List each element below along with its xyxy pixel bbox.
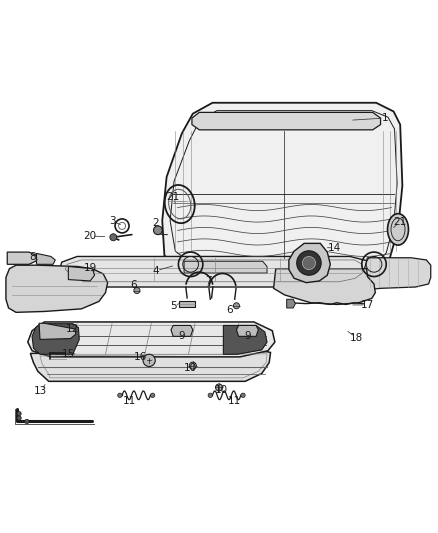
Text: 9: 9 xyxy=(244,332,251,341)
Polygon shape xyxy=(184,261,267,273)
Polygon shape xyxy=(274,269,375,304)
Circle shape xyxy=(25,419,29,424)
Circle shape xyxy=(110,234,117,241)
Text: 4: 4 xyxy=(152,266,159,276)
Circle shape xyxy=(143,354,155,367)
Text: 9: 9 xyxy=(179,332,185,341)
Polygon shape xyxy=(39,323,76,340)
Text: 6: 6 xyxy=(226,305,233,314)
Text: 10: 10 xyxy=(215,385,228,395)
Text: 19: 19 xyxy=(84,263,97,273)
Polygon shape xyxy=(179,301,195,307)
Polygon shape xyxy=(32,324,79,354)
Circle shape xyxy=(118,393,122,398)
Circle shape xyxy=(302,256,315,270)
Polygon shape xyxy=(162,103,403,269)
Polygon shape xyxy=(237,326,258,336)
Polygon shape xyxy=(7,252,36,264)
Text: 15: 15 xyxy=(62,349,75,359)
Text: 18: 18 xyxy=(350,333,363,343)
Polygon shape xyxy=(36,253,55,264)
Polygon shape xyxy=(359,258,431,290)
Text: 14: 14 xyxy=(328,243,341,253)
Polygon shape xyxy=(223,326,267,354)
Text: 5: 5 xyxy=(170,301,177,311)
Circle shape xyxy=(241,393,245,398)
Text: 21: 21 xyxy=(166,192,180,201)
Text: 7: 7 xyxy=(205,276,212,286)
Polygon shape xyxy=(68,266,95,281)
Circle shape xyxy=(153,226,162,235)
Text: 6: 6 xyxy=(131,280,137,290)
Text: 16: 16 xyxy=(134,352,147,362)
Text: 13: 13 xyxy=(34,386,47,396)
Circle shape xyxy=(134,287,140,294)
Polygon shape xyxy=(60,256,370,287)
Polygon shape xyxy=(6,265,108,312)
Text: 17: 17 xyxy=(361,300,374,310)
Circle shape xyxy=(297,251,321,275)
Circle shape xyxy=(215,384,223,391)
Text: 20: 20 xyxy=(84,231,97,241)
Polygon shape xyxy=(30,352,271,381)
Text: 3: 3 xyxy=(109,216,115,225)
Polygon shape xyxy=(289,244,330,282)
Text: 1: 1 xyxy=(381,113,388,123)
Text: 2: 2 xyxy=(152,218,159,228)
Circle shape xyxy=(17,416,21,420)
Circle shape xyxy=(208,393,212,398)
Polygon shape xyxy=(28,322,275,357)
Circle shape xyxy=(189,362,196,369)
Text: 11: 11 xyxy=(228,395,241,406)
Polygon shape xyxy=(287,299,295,308)
Polygon shape xyxy=(171,326,193,336)
Text: 21: 21 xyxy=(394,216,407,227)
Polygon shape xyxy=(192,112,381,130)
Ellipse shape xyxy=(388,214,409,245)
Circle shape xyxy=(233,303,240,309)
Circle shape xyxy=(150,393,155,398)
Text: 12: 12 xyxy=(66,324,79,334)
Text: 10: 10 xyxy=(184,363,197,373)
Circle shape xyxy=(17,411,21,416)
Text: 11: 11 xyxy=(123,395,136,406)
Text: 8: 8 xyxy=(29,252,35,262)
